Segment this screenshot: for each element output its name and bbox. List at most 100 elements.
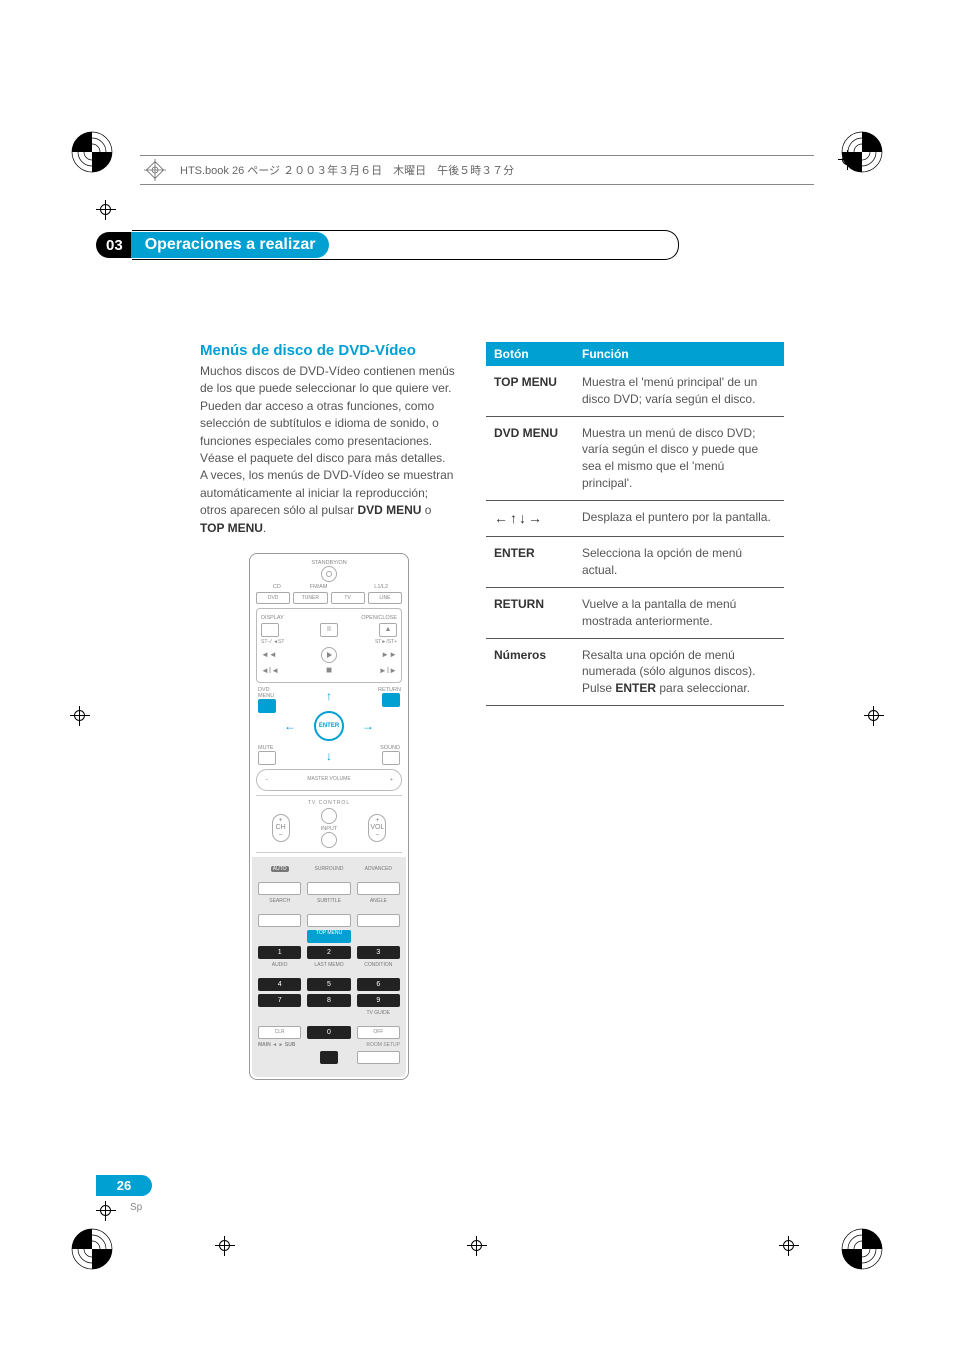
remote-return-label: RETURN — [378, 687, 400, 693]
remote-mainsub-button — [320, 1051, 338, 1064]
remote-num0: 0 — [307, 1026, 350, 1039]
crosshair — [96, 1201, 116, 1221]
remote-eject-button: ▲ — [379, 623, 397, 637]
table-cell-function: Muestra un menú de disco DVD; varía segú… — [574, 416, 784, 500]
dpad-right-icon: → — [362, 719, 374, 733]
remote-master-volume: − MASTER VOLUME + — [256, 769, 402, 791]
remote-l12-label: L1/L2 — [360, 584, 402, 590]
remote-topmenu-label: TOP MENU — [307, 930, 350, 943]
remote-tuner-button: TUNER — [293, 592, 327, 604]
remote-num1: 1 — [258, 946, 301, 959]
remote-tvpower-icon — [321, 808, 337, 824]
crosshair — [70, 706, 90, 726]
remote-next-icon: ►► — [381, 650, 397, 659]
crosshair — [864, 706, 884, 726]
section-title: Menús de disco de DVD-Vídeo — [200, 342, 458, 359]
remote-display-button — [261, 623, 279, 637]
table-row: NúmerosResalta una opción de menú numera… — [486, 638, 784, 705]
remote-num4: 4 — [258, 978, 301, 991]
remote-enter-button: ENTER — [314, 711, 344, 741]
remote-display-label: DISPLAY — [261, 615, 284, 621]
remote-stop-icon: ■ — [326, 665, 332, 676]
remote-condition-label: CONDITION — [357, 962, 400, 975]
crosshair — [779, 1236, 799, 1256]
table-row: ENTERSelecciona la opción de menú actual… — [486, 537, 784, 588]
crosshair — [96, 200, 116, 220]
remote-surround-label: SURROUND — [307, 866, 350, 879]
chapter-number: 03 — [96, 232, 133, 258]
page-language: Sp — [130, 1202, 142, 1213]
remote-input-label: INPUT — [321, 826, 338, 832]
remote-return-button — [382, 693, 400, 707]
remote-search-button — [258, 914, 301, 927]
table-row: RETURNVuelve a la pantalla de menú mostr… — [486, 587, 784, 638]
remote-num7: 7 — [258, 994, 301, 1007]
remote-lastmemo-label: LAST MEMO — [307, 962, 350, 975]
paragraph-1: Muchos discos de DVD-Vídeo contienen men… — [200, 363, 458, 467]
remote-off-button: OFF — [357, 1026, 400, 1039]
remote-main-label: MAIN — [258, 1042, 271, 1048]
table-cell-button: Números — [486, 638, 574, 705]
table-cell-button: RETURN — [486, 587, 574, 638]
table-cell-function: Desplaza el puntero por la pantalla. — [574, 500, 784, 537]
remote-tvcontrol-label: TV CONTROL — [256, 800, 402, 806]
chapter-title: Operaciones a realizar — [131, 232, 330, 258]
remote-subtitle-button — [307, 914, 350, 927]
remote-auto-button — [258, 882, 301, 895]
para2-text3: . — [263, 521, 266, 535]
remote-rew-icon: ◄I◄ — [261, 666, 279, 675]
dpad-down-icon: ↓ — [326, 749, 332, 763]
remote-num2: 2 — [307, 946, 350, 959]
standby-button-icon — [321, 566, 337, 582]
remote-stprev-label: ST−/ ◄ST — [261, 639, 284, 645]
table-head-funcion: Función — [574, 342, 784, 366]
table-cell-button: TOP MENU — [486, 366, 574, 416]
table-head-boton: Botón — [486, 342, 574, 366]
table-row: DVD MENUMuestra un menú de disco DVD; va… — [486, 416, 784, 500]
remote-input-button — [321, 832, 337, 848]
regmark-br — [840, 1227, 884, 1271]
vol-plus-icon: + — [390, 777, 393, 783]
remote-num9: 9 — [357, 994, 400, 1007]
remote-illustration: STANDBY/ON CD FM/AM L1/L2 DVD TUNER TV L… — [249, 553, 409, 1080]
table-cell-button: ←↑↓→ — [486, 500, 574, 537]
remote-num3: 3 — [357, 946, 400, 959]
remote-tvguide-label: TV GUIDE — [357, 1010, 400, 1023]
remote-search-label: SEARCH — [258, 898, 301, 911]
table-cell-function: Resalta una opción de menú numerada (sól… — [574, 638, 784, 705]
regmark-bl — [70, 1227, 114, 1271]
para2-bold2: TOP MENU — [200, 521, 263, 535]
chapter-bar: 03 Operaciones a realizar — [96, 230, 679, 260]
crosshair — [467, 1236, 487, 1256]
table-cell-button: ENTER — [486, 537, 574, 588]
table-cell-button: DVD MENU — [486, 416, 574, 500]
remote-prev-icon: ◄◄ — [261, 650, 277, 659]
remote-dvdmenu-button — [258, 699, 276, 713]
remote-advanced-button — [357, 882, 400, 895]
remote-mastervol-label: MASTER VOLUME — [307, 777, 350, 782]
dpad-left-icon: ← — [284, 719, 296, 733]
remote-subtitle-label: SUBTITLE — [307, 898, 350, 911]
para2-text2: o — [421, 503, 431, 517]
remote-mute-button — [258, 751, 276, 765]
remote-audio-label: AUDIO — [258, 962, 301, 975]
crosshair — [838, 150, 858, 170]
book-header-text: HTS.book 26 ページ ２００３年３月６日 木曜日 午後５時３７分 — [180, 162, 514, 178]
remote-sound-label: SOUND — [380, 745, 400, 751]
paragraph-2: A veces, los menús de DVD-Vídeo se muest… — [200, 467, 458, 537]
remote-dpad: DVD MENU RETURN ↑ ↓ ← → ENTER MUTE SOUND — [256, 687, 402, 765]
remote-sub-label: SUB — [285, 1042, 296, 1048]
regmark-tl — [70, 130, 114, 174]
remote-angle-label: ANGLE — [357, 898, 400, 911]
table-cell-function: Vuelve a la pantalla de menú mostrada an… — [574, 587, 784, 638]
remote-ch-pill: +CH− — [272, 814, 290, 842]
remote-sound-button — [382, 751, 400, 765]
remote-roomsetup-button — [357, 1051, 400, 1064]
remote-tv-button: TV — [331, 592, 365, 604]
remote-dvdmenu-label: DVD MENU — [258, 687, 280, 699]
remote-num5: 5 — [307, 978, 350, 991]
remote-fwd-icon: ►I► — [379, 666, 397, 675]
remote-dvd-button: DVD — [256, 592, 290, 604]
table-row: ←↑↓→Desplaza el puntero por la pantalla. — [486, 500, 784, 537]
page-number: 26 — [96, 1175, 152, 1196]
